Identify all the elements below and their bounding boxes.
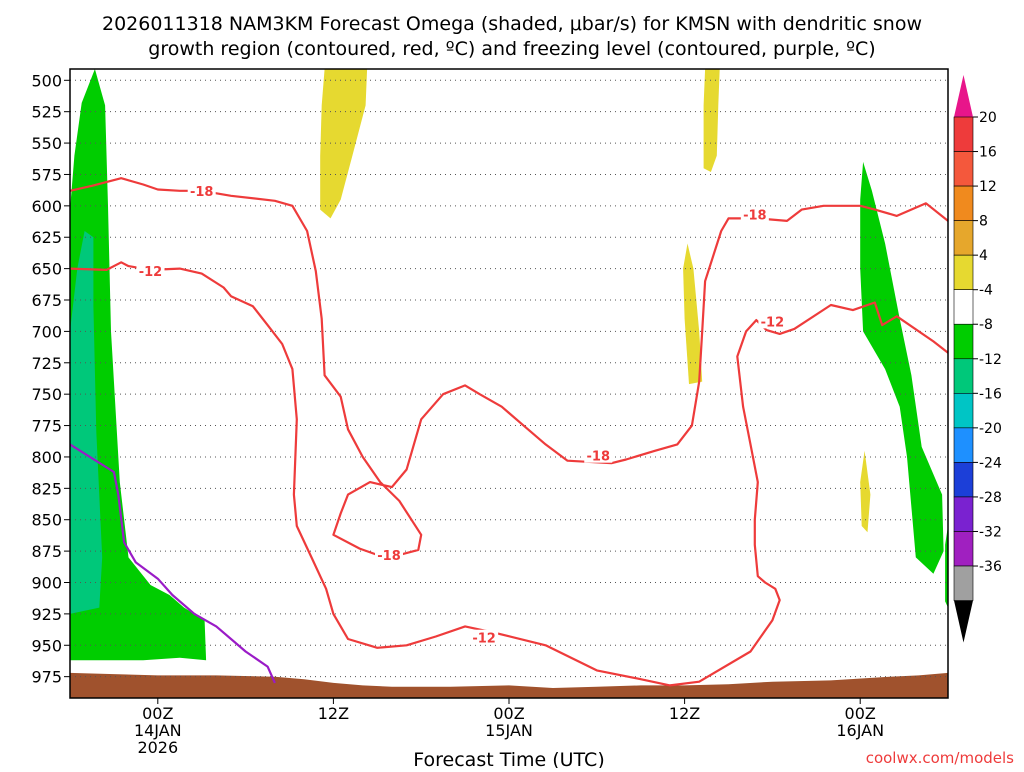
colorbar-segment-7 xyxy=(953,358,974,394)
terrain-ground xyxy=(70,672,948,698)
contour-label-6: -12 xyxy=(761,315,785,330)
colorbar-bottom-arrow xyxy=(954,600,973,643)
contour-label-2: -18 xyxy=(377,549,401,564)
y-tick-label-925: 925 xyxy=(31,605,62,624)
colorbar-label-5: -4 xyxy=(979,283,993,299)
colorbar-label-4: 4 xyxy=(979,248,988,264)
y-tick-label-800: 800 xyxy=(31,448,62,467)
chart-title-line-1: 2026011318 NAM3KM Forecast Omega (shaded… xyxy=(102,13,922,35)
x-tick-label-24-2: 15JAN xyxy=(485,721,533,740)
colorbar-label-11: -28 xyxy=(979,490,1002,506)
x-tick-label-0-2: 14JAN xyxy=(134,721,182,740)
colorbar-label-0: 20 xyxy=(979,110,997,126)
y-axis-ticks: 500 525 550 575 600 625 650 675 700 725 750 775 800 8… xyxy=(31,71,70,687)
colorbar-top-arrow xyxy=(954,75,973,117)
y-tick-label-675: 675 xyxy=(31,291,62,310)
omega-region-yellow_small_right xyxy=(860,450,871,533)
y-tick-label-975: 975 xyxy=(31,668,62,687)
contour-dgz_-18C_upper xyxy=(69,177,949,557)
contour-label-5: -18 xyxy=(743,209,767,224)
contour-dgz_-12C_lower xyxy=(69,261,949,687)
contour-label-bg-1 xyxy=(136,263,165,279)
y-tick-label-875: 875 xyxy=(31,542,62,561)
colorbar: 20 16 12 8 4 -4 -8 -12 -16 -20 -24 -28 -32 -36 xyxy=(953,75,1002,643)
x-tick-label-24-1: 00Z xyxy=(493,704,524,723)
omega-region-yellow_top_right xyxy=(703,69,720,172)
colorbar-segment-13 xyxy=(953,565,974,601)
contour-labels: -18 -12 -18 -18 -12 -18 -12 xyxy=(136,182,787,647)
contour-label-bg-2 xyxy=(375,546,404,562)
site-credit: coolwx.com/models xyxy=(866,749,1014,767)
y-tick-label-850: 850 xyxy=(31,511,62,530)
x-tick-label-36-1: 12Z xyxy=(669,704,700,723)
omega-shaded-regions xyxy=(70,69,948,661)
y-tick-label-900: 900 xyxy=(31,573,62,592)
contour-label-1: -12 xyxy=(139,265,163,280)
colorbar-label-10: -24 xyxy=(979,455,1002,471)
contour-lines xyxy=(69,177,949,687)
colorbar-label-6: -8 xyxy=(979,317,993,333)
y-tick-label-550: 550 xyxy=(31,134,62,153)
y-tick-label-775: 775 xyxy=(31,417,62,436)
colorbar-segment-11 xyxy=(953,496,974,532)
y-tick-label-950: 950 xyxy=(31,636,62,655)
colorbar-segment-12 xyxy=(953,531,974,567)
x-tick-label-48-2: 16JAN xyxy=(836,721,884,740)
colorbar-segment-9 xyxy=(953,427,974,463)
y-tick-label-700: 700 xyxy=(31,322,62,341)
y-tick-label-825: 825 xyxy=(31,479,62,498)
colorbar-segment-3 xyxy=(953,220,974,256)
contour-label-bg-6 xyxy=(758,313,787,329)
y-tick-label-500: 500 xyxy=(31,71,62,90)
x-tick-label-0-1: 00Z xyxy=(142,704,173,723)
x-axis-label: Forecast Time (UTC) xyxy=(413,749,604,768)
colorbar-segment-8 xyxy=(953,393,974,429)
colorbar-segment-6 xyxy=(953,323,974,360)
colorbar-label-8: -16 xyxy=(979,386,1002,402)
colorbar-label-13: -36 xyxy=(979,559,1002,575)
contour-label-bg-4 xyxy=(470,629,499,645)
contour-freezing_level_0C xyxy=(69,443,276,684)
omega-region-green_right_column xyxy=(860,161,944,574)
colorbar-label-12: -32 xyxy=(979,524,1002,540)
x-tick-label-48-1: 00Z xyxy=(845,704,876,723)
y-tick-label-525: 525 xyxy=(31,103,62,122)
colorbar-segment-1 xyxy=(953,151,974,187)
contour-label-bg-0 xyxy=(187,182,216,198)
terrain-layer xyxy=(70,672,948,698)
contour-label-0: -18 xyxy=(190,185,214,200)
y-tick-label-725: 725 xyxy=(31,354,62,373)
y-tick-label-625: 625 xyxy=(31,228,62,247)
colorbar-label-2: 12 xyxy=(979,179,997,195)
colorbar-segment-10 xyxy=(953,462,974,498)
colorbar-label-7: -12 xyxy=(979,352,1002,368)
contour-label-bg-5 xyxy=(740,206,769,222)
omega-region-green_left_column xyxy=(70,69,207,661)
plot-area-background xyxy=(70,69,948,698)
omega-region-teal_left_core xyxy=(70,231,103,614)
x-tick-label-0-3: 2026 xyxy=(137,738,178,757)
y-tick-label-600: 600 xyxy=(31,197,62,216)
colorbar-label-9: -20 xyxy=(979,421,1002,437)
colorbar-segment-2 xyxy=(953,185,974,221)
contour-label-3: -18 xyxy=(587,450,611,465)
y-tick-label-575: 575 xyxy=(31,165,62,184)
chart-title-line-2: growth region (contoured, red, ºC) and f… xyxy=(148,38,875,60)
colorbar-label-1: 16 xyxy=(979,145,997,161)
omega-region-yellow_top_middle xyxy=(320,69,368,219)
contour-label-4: -12 xyxy=(472,632,496,647)
contour-label-bg-3 xyxy=(584,447,613,463)
colorbar-label-3: 8 xyxy=(979,214,988,230)
y-tick-label-650: 650 xyxy=(31,260,62,279)
x-tick-label-12-1: 12Z xyxy=(318,704,349,723)
omega-region-yellow_mid_right xyxy=(683,243,703,385)
y-tick-label-750: 750 xyxy=(31,385,62,404)
colorbar-segment-5 xyxy=(953,289,974,325)
colorbar-segment-0 xyxy=(953,116,974,152)
colorbar-segment-4 xyxy=(953,254,974,291)
